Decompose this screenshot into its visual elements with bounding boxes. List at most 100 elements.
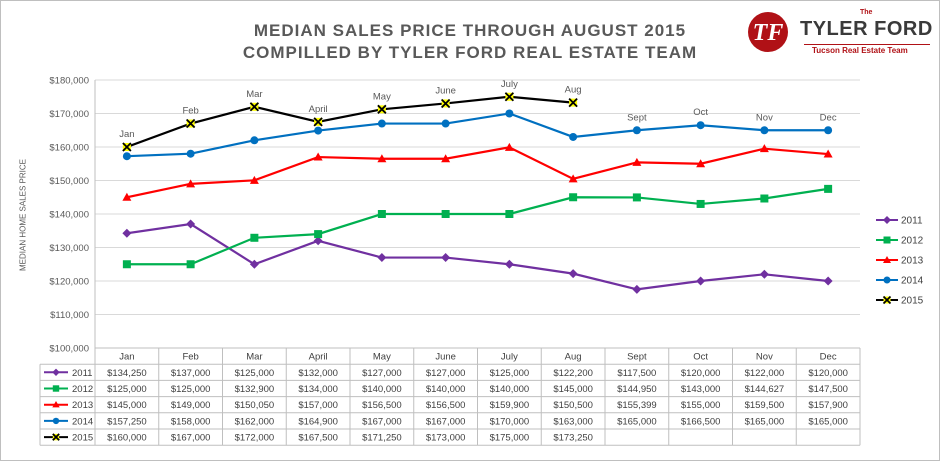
brand-logo: TF The TYLER FORD Tucson Real Estate Tea…	[742, 8, 934, 58]
table-series-name: 2015	[72, 433, 93, 444]
y-tick-label: $100,000	[49, 344, 89, 355]
data-point-2012	[505, 210, 514, 218]
x-tick-label: Sept	[627, 352, 647, 363]
x-tick-label: Aug	[565, 352, 582, 363]
data-point-2014	[505, 109, 514, 118]
x-tick-label: Mar	[246, 352, 262, 363]
data-point-2013	[568, 174, 578, 183]
y-tick-label: $150,000	[49, 176, 89, 187]
table-cell: $127,000	[426, 368, 466, 379]
table-key-marker	[52, 417, 60, 425]
x-tick-label: Feb	[182, 352, 198, 363]
series-line-2015	[126, 95, 574, 149]
legend-label: 2015	[901, 296, 924, 307]
data-point-2011	[441, 253, 451, 263]
table-cell: $173,000	[426, 433, 466, 444]
legend-item-2013: 2013	[876, 256, 924, 267]
data-point-2015	[185, 118, 196, 129]
table-cell: $144,627	[745, 384, 785, 395]
table-series-name: 2013	[72, 400, 93, 411]
table-key-marker	[52, 433, 60, 441]
data-point-2013	[122, 192, 132, 201]
data-point-2011	[186, 219, 196, 229]
table-cell: $159,900	[490, 400, 530, 411]
data-point-2014	[696, 121, 705, 130]
table-cell: $134,250	[107, 368, 147, 379]
data-point-2013	[759, 144, 769, 153]
table-cell: $159,500	[745, 400, 785, 411]
month-annotation: July	[501, 79, 518, 90]
data-point-2013	[441, 154, 451, 163]
x-tick-label: Oct	[693, 352, 708, 363]
table-key-marker	[52, 401, 60, 408]
legend-label: 2013	[901, 256, 924, 267]
data-point-2014	[377, 119, 386, 128]
legend-marker	[883, 236, 891, 244]
table-cell: $157,250	[107, 416, 147, 427]
data-point-2015	[377, 104, 387, 114]
legend-label: 2012	[901, 236, 924, 247]
table-cell: $125,000	[171, 384, 211, 395]
table-cell: $127,000	[362, 368, 402, 379]
series-2015: 2015 $160,000 $167,000 $172,000 $167,500 $171…	[44, 92, 593, 444]
table-cell: $132,000	[298, 368, 338, 379]
legend-label: 2011	[901, 216, 923, 227]
data-point-2011	[696, 276, 706, 286]
data-point-2014	[760, 126, 769, 135]
x-tick-label: July	[501, 352, 518, 363]
table-cell: $117,500	[617, 368, 656, 379]
data-point-2013	[313, 152, 323, 161]
data-point-2014	[824, 126, 833, 135]
data-point-2011	[823, 276, 833, 286]
data-point-2012	[569, 193, 578, 202]
table-cell: $120,000	[808, 368, 848, 379]
data-point-2011	[759, 269, 769, 279]
table-cell: $162,000	[235, 416, 275, 427]
marker-x	[377, 104, 387, 114]
series-2013: 2013 $145,000 $149,000 $150,050 $157,000 $156…	[44, 142, 848, 411]
table-cell: $160,000	[107, 433, 147, 444]
y-tick-label: $130,000	[49, 243, 89, 254]
month-annotation: Jan	[119, 129, 134, 140]
legend-item-2011: 2011	[876, 216, 923, 227]
table-cell: $147,500	[808, 384, 848, 395]
legend-marker	[883, 276, 891, 284]
data-point-2012	[250, 233, 259, 242]
series-line-2013	[126, 146, 829, 199]
data-point-2012	[186, 260, 195, 269]
data-point-2014	[441, 119, 450, 128]
data-point-2015	[122, 142, 132, 152]
table-cell: $165,000	[617, 416, 657, 427]
data-point-2014	[250, 136, 259, 145]
data-point-2011	[504, 259, 514, 269]
table-cell: $150,050	[235, 400, 275, 411]
series-2012: 2012 $125,000 $125,000 $132,900 $134,000 $140…	[44, 184, 848, 395]
table-cell: $172,000	[235, 433, 275, 444]
data-point-2011	[568, 269, 578, 279]
table-cell: $132,900	[235, 384, 275, 395]
table-cell: $158,000	[171, 416, 211, 427]
data-point-2013	[504, 142, 514, 151]
data-point-2015	[504, 92, 515, 102]
logo-tagline: Tucson Real Estate Team	[812, 46, 908, 55]
data-point-2012	[696, 199, 705, 208]
data-point-2011	[122, 228, 132, 238]
table-cell: $140,000	[362, 384, 402, 395]
table-cell: $125,000	[235, 368, 275, 379]
table-cell: $156,500	[362, 400, 402, 411]
table-cell: $165,000	[808, 416, 848, 427]
chart-subtitle: COMPILLED BY TYLER FORD REAL ESTATE TEAM	[242, 43, 698, 62]
table-cell: $165,000	[745, 416, 785, 427]
data-point-2012	[441, 210, 450, 218]
y-tick-label: $110,000	[50, 310, 89, 321]
legend-marker	[883, 216, 891, 224]
table-cell: $171,250	[362, 433, 402, 444]
table-cell: $167,000	[426, 416, 466, 427]
table-cell: $149,000	[171, 400, 211, 411]
table-cell: $134,000	[298, 384, 338, 395]
marker-x	[882, 295, 892, 305]
marker-x	[568, 97, 578, 108]
data-point-2012	[122, 260, 131, 269]
series-line-2011	[126, 222, 829, 291]
